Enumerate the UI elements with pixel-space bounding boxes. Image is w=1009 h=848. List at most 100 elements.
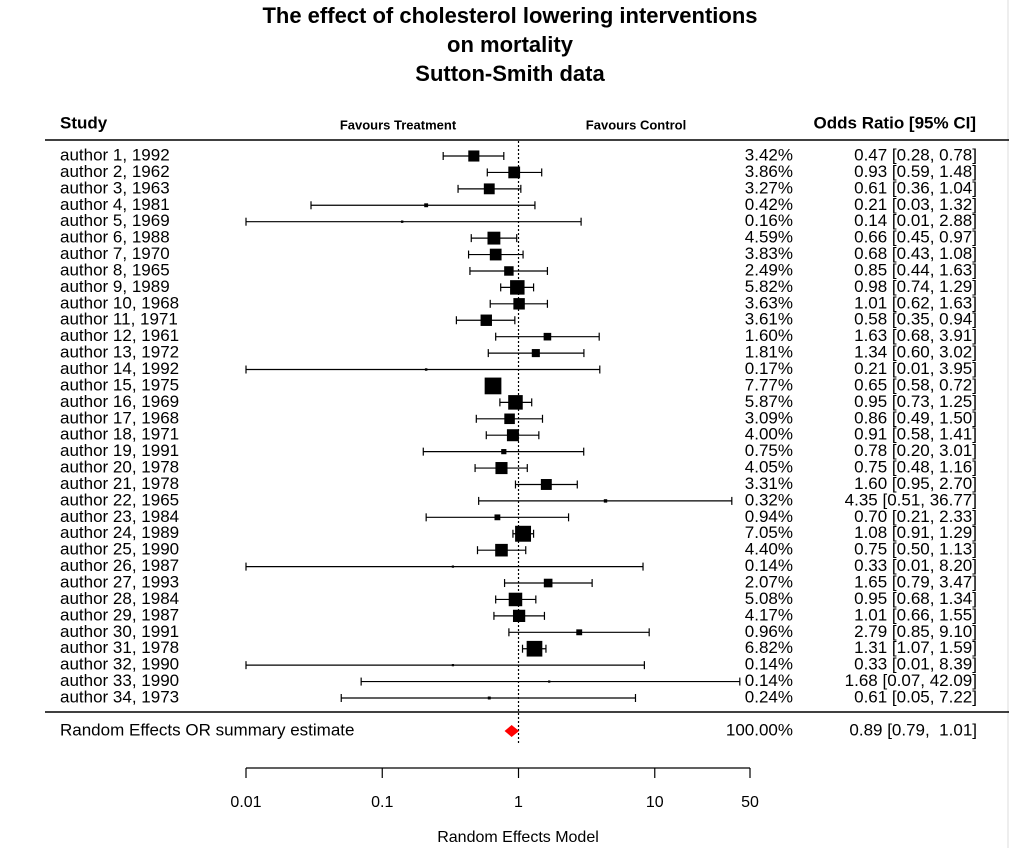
x-tick-label: 0.01 [230,794,261,811]
point-estimate [495,462,508,475]
study-label: author 19, 1991 [60,441,179,460]
estimate-label: 4.35 [0.51, 36.77] [845,490,977,509]
weight-label: 5.82% [745,277,793,296]
study-label: author 31, 1978 [60,638,179,657]
study-label: author 2, 1962 [60,162,170,181]
point-estimate [483,183,495,195]
point-estimate [510,280,525,295]
study-label: author 24, 1989 [60,523,179,542]
study-label: author 6, 1988 [60,228,170,247]
point-estimate [484,377,502,395]
point-estimate [504,266,514,276]
summary-diamond [504,725,520,737]
weight-label: 5.08% [745,589,793,608]
chart-title-line: on mortality [447,32,574,57]
point-estimate [531,349,540,358]
weight-label: 4.17% [745,605,793,624]
point-estimate [515,525,532,542]
point-estimate [494,514,501,521]
weight-label: 3.31% [745,474,793,493]
weight-label: 3.61% [745,310,793,329]
estimate-label: 0.78 [0.20, 3.01] [854,441,977,460]
point-estimate [512,609,526,623]
weight-label: 1.81% [745,343,793,362]
study-label: author 26, 1987 [60,556,179,575]
study-label: author 11, 1971 [60,310,178,329]
point-estimate [526,640,543,657]
weight-label: 5.87% [745,392,793,411]
estimate-header: Odds Ratio [95% CI] [814,113,976,132]
estimate-label: 0.98 [0.74, 1.29] [854,277,977,296]
favours-right: Favours Control [586,117,686,132]
study-label: author 22, 1965 [60,490,179,509]
estimate-label: 0.68 [0.43, 1.08] [854,244,977,263]
point-estimate [501,449,507,455]
weight-label: 2.49% [745,260,793,279]
weight-label: 1.60% [745,326,793,345]
study-label: author 33, 1990 [60,671,179,690]
estimate-label: 0.75 [0.50, 1.13] [854,540,977,559]
study-label: author 3, 1963 [60,178,170,197]
estimate-label: 0.85 [0.44, 1.63] [854,260,977,279]
weight-label: 4.40% [745,540,793,559]
point-estimate [451,664,455,667]
point-estimate [487,696,491,700]
study-label: author 34, 1973 [60,687,179,706]
estimate-label: 1.60 [0.95, 2.70] [854,474,977,493]
study-label: author 5, 1969 [60,211,170,230]
point-estimate [489,248,502,261]
point-estimate [487,231,501,245]
point-estimate [603,499,608,503]
study-label: author 12, 1961 [60,326,179,345]
estimate-label: 0.91 [0.58, 1.41] [854,425,977,444]
weight-label: 0.14% [745,655,793,674]
x-tick-label: 1 [514,794,523,811]
weight-label: 4.59% [745,228,793,247]
study-header: Study [60,113,108,132]
point-estimate [495,543,508,557]
weight-label: 0.14% [745,671,793,690]
x-axis-label: Random Effects Model [437,829,599,846]
point-estimate [424,368,428,371]
point-estimate [508,395,523,410]
estimate-label: 0.65 [0.58, 0.72] [854,375,977,394]
weight-label: 7.05% [745,523,793,542]
study-label: author 27, 1993 [60,573,179,592]
estimate-label: 1.68 [0.07, 42.09] [845,671,977,690]
weight-label: 4.00% [745,425,793,444]
weight-label: 3.86% [745,162,793,181]
study-label: author 8, 1965 [60,260,170,279]
estimate-label: 0.95 [0.68, 1.34] [854,589,977,608]
study-label: author 10, 1968 [60,293,179,312]
estimate-label: 0.58 [0.35, 0.94] [854,310,977,329]
study-label: author 23, 1984 [60,507,179,526]
weight-label: 3.42% [745,145,793,164]
estimate-label: 0.21 [0.03, 1.32] [854,195,977,214]
weight-label: 3.83% [745,244,793,263]
study-label: author 25, 1990 [60,540,179,559]
estimate-label: 0.47 [0.28, 0.78] [854,145,977,164]
study-label: author 17, 1968 [60,408,179,427]
favours-left: Favours Treatment [340,117,457,132]
x-tick-label: 10 [646,794,664,811]
study-label: author 32, 1990 [60,655,179,674]
weight-label: 0.75% [745,441,793,460]
study-label: author 28, 1984 [60,589,179,608]
point-estimate [451,565,455,568]
weight-label: 0.32% [745,490,793,509]
estimate-label: 0.33 [0.01, 8.39] [854,655,977,674]
weight-label: 3.27% [745,178,793,197]
chart-title-line: Sutton-Smith data [415,61,605,86]
point-estimate [508,592,523,607]
estimate-label: 1.08 [0.91, 1.29] [854,523,977,542]
estimate-label: 1.65 [0.79, 3.47] [854,573,977,592]
study-label: author 20, 1978 [60,458,179,477]
point-estimate [504,413,515,425]
weight-label: 0.96% [745,622,793,641]
weight-label: 0.42% [745,195,793,214]
point-estimate [508,166,521,179]
point-estimate [513,298,525,310]
weight-label: 4.05% [745,458,793,477]
point-estimate [506,429,519,442]
study-label: author 30, 1991 [60,622,179,641]
